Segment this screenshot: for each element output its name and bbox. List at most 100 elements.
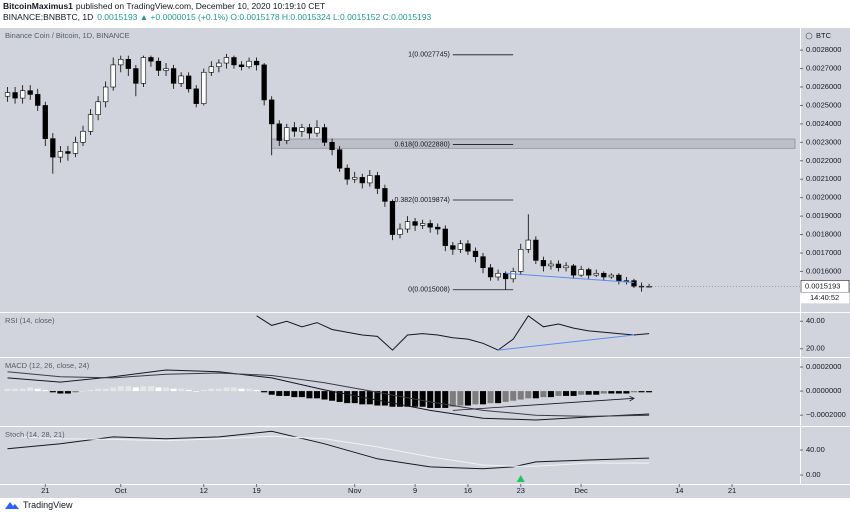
indicator-line xyxy=(7,435,650,467)
fib-label: 0(0.0015008) xyxy=(408,287,450,294)
publish-line: BitcoinMaximus1 published on TradingView.… xyxy=(3,1,435,12)
x-tick-label: Nov xyxy=(348,486,362,495)
candle-body xyxy=(148,57,154,62)
panel-title: Binance Coin / Bitcoin, 1D, BINANCE xyxy=(5,31,130,40)
indicator-line xyxy=(256,315,650,351)
histogram-bar xyxy=(125,386,132,392)
histogram-bar xyxy=(374,391,381,406)
candle-body xyxy=(563,265,569,269)
histogram-bar xyxy=(170,388,177,392)
histogram-bar xyxy=(34,388,41,392)
candle-body xyxy=(133,68,139,84)
candle-body xyxy=(601,272,607,278)
x-tick-label: 16 xyxy=(464,486,472,495)
candle-body xyxy=(465,243,471,252)
candle-body xyxy=(276,123,282,141)
candle-body xyxy=(72,142,79,154)
histogram-bar xyxy=(381,391,388,406)
histogram-bar xyxy=(313,391,320,399)
candle-body xyxy=(412,221,418,226)
histogram-bar xyxy=(457,391,464,406)
candle-body xyxy=(291,127,297,132)
y-tick-label: 0.0000000 xyxy=(806,386,841,395)
candle-body xyxy=(442,228,448,246)
histogram-bar xyxy=(276,391,283,396)
histogram-bar xyxy=(87,389,94,392)
candle-body xyxy=(231,57,237,66)
trend-line xyxy=(505,272,634,283)
histogram-bar xyxy=(155,387,162,392)
histogram-bar xyxy=(563,391,570,396)
candle-body xyxy=(487,267,494,278)
candle-body xyxy=(246,60,252,68)
histogram-bar xyxy=(80,391,87,392)
arrow xyxy=(452,397,634,411)
histogram-bar xyxy=(525,391,532,399)
brand: TradingView xyxy=(23,500,73,510)
y-tick-label: 20.00 xyxy=(806,344,825,353)
candle-body xyxy=(170,68,177,84)
x-tick-label: Oct xyxy=(115,486,128,495)
histogram-bar xyxy=(178,388,185,392)
y-tick-label: 0.0019000 xyxy=(806,211,841,220)
candle-body xyxy=(238,64,245,68)
histogram-bar xyxy=(102,388,109,392)
candle-body xyxy=(608,274,614,278)
footer: TradingView xyxy=(4,500,73,510)
y-tick-label: 0.0018000 xyxy=(806,230,841,239)
candle-body xyxy=(4,92,11,97)
arrow-head xyxy=(629,395,635,402)
candle-body xyxy=(533,239,539,261)
histogram-bar xyxy=(329,391,336,401)
histogram-bar xyxy=(359,391,366,405)
y-tick-label: 0.0028000 xyxy=(806,45,841,54)
histogram-bar xyxy=(396,391,404,407)
candle-body xyxy=(616,274,622,281)
candle-body xyxy=(397,228,403,235)
x-tick-label: 23 xyxy=(517,486,525,495)
candle-body xyxy=(269,99,275,125)
candle-body xyxy=(570,265,577,276)
signal-marker xyxy=(516,475,525,482)
y-unit: BTC xyxy=(816,31,832,40)
fib-label: 0.618(0.0022880) xyxy=(395,141,450,148)
histogram-bar xyxy=(600,391,607,394)
candle-body xyxy=(593,272,599,276)
candle-body xyxy=(140,57,147,84)
histogram-bar xyxy=(517,391,524,400)
candle-body xyxy=(344,167,350,180)
logo xyxy=(5,502,19,509)
y-tick-label: 0.0002000 xyxy=(806,362,841,371)
histogram-bar xyxy=(419,391,426,407)
y-tick-label: 40.00 xyxy=(806,445,825,454)
y-tick-label: 0.0024000 xyxy=(806,119,841,128)
candle-body xyxy=(42,105,48,139)
candle-body xyxy=(299,127,305,132)
candle-body xyxy=(35,94,41,106)
candle-body xyxy=(118,59,124,66)
candle-body xyxy=(186,75,192,90)
histogram-bar xyxy=(185,389,192,392)
candle-body xyxy=(457,243,464,250)
candle-body xyxy=(155,60,162,71)
histogram-bar xyxy=(630,391,637,393)
histogram-bar xyxy=(510,391,517,401)
symbol: BINANCE:BNBBTC, 1D xyxy=(3,12,94,22)
histogram-bar xyxy=(291,391,298,398)
candle-body xyxy=(95,101,101,115)
candle-body xyxy=(314,127,320,134)
histogram-bar xyxy=(434,391,441,408)
histogram-bar xyxy=(49,391,56,393)
chart-background xyxy=(0,28,850,498)
x-tick-label: 9 xyxy=(413,486,417,495)
candle-body xyxy=(261,64,267,101)
histogram-bar xyxy=(268,391,275,395)
histogram-bar xyxy=(389,391,396,407)
indicator-line xyxy=(7,371,650,417)
histogram-bar xyxy=(593,391,600,395)
histogram-bar xyxy=(283,391,290,396)
histogram-bar xyxy=(555,391,562,396)
y-tick-label: 0.0026000 xyxy=(806,82,841,91)
candle-body xyxy=(216,62,222,68)
